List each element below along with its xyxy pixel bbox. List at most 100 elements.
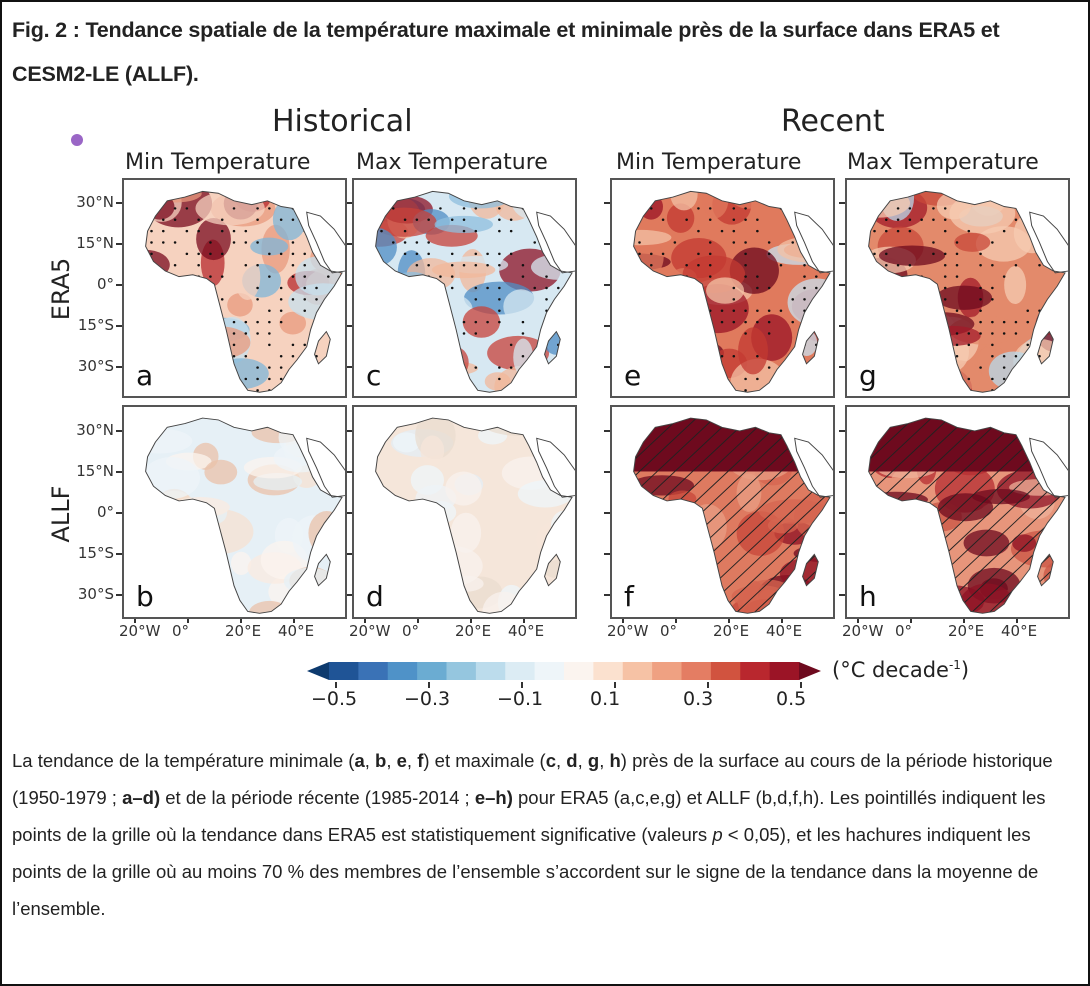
significance-dot: [415, 309, 419, 312]
lon-tick-mark: [523, 617, 525, 623]
significance-dot: [439, 286, 442, 290]
colorbar-tick-mark: [428, 682, 430, 688]
significance-dot: [650, 207, 653, 210]
madagascar-coastline: [1037, 330, 1054, 365]
lon-tick-label: 20°E: [455, 622, 492, 640]
significance-dot: [256, 286, 259, 290]
significance-dot: [498, 366, 501, 369]
significance-dot: [256, 264, 259, 267]
significance-dot: [908, 309, 912, 312]
trend-blob: [670, 191, 698, 211]
lon-tick-mark: [728, 617, 730, 623]
significance-dot: [220, 354, 224, 358]
significance-dot: [256, 332, 259, 335]
trend-blob: [172, 339, 227, 358]
significance-dot: [744, 252, 747, 256]
trend-blob: [706, 277, 745, 304]
significance-dot: [244, 354, 248, 358]
significance-dot: [896, 264, 900, 267]
significance-dot: [474, 366, 478, 369]
significance-dot: [708, 389, 712, 392]
lat-tick-mark: [346, 366, 352, 368]
colorbar-tick-label: 0.5: [776, 688, 807, 710]
trend-blob: [384, 271, 440, 321]
significance-dot: [991, 264, 994, 267]
significance-dot: [256, 377, 259, 381]
significance-dot: [650, 332, 653, 335]
colorbar-unit: (°C decade-1): [832, 658, 969, 682]
trend-blob: [633, 323, 678, 340]
significance-dot: [185, 343, 189, 347]
significance-dot: [462, 332, 466, 335]
trend-blob: [445, 471, 482, 506]
caption-sep: ,: [406, 750, 418, 771]
lon-tick-label: 40°E: [1001, 622, 1038, 640]
significance-dot: [462, 264, 466, 267]
agreement-hatch: [696, 418, 831, 614]
significance-dot: [268, 320, 271, 324]
significance-dot: [767, 309, 771, 312]
significance-dot: [173, 354, 177, 358]
trend-blob: [234, 254, 261, 301]
trend-blob: [516, 579, 573, 614]
significance-dot: [650, 366, 653, 369]
africa-map: [145, 417, 345, 614]
lat-tick-mark: [839, 471, 845, 473]
significance-dot: [803, 286, 806, 290]
lat-tick-mark: [116, 284, 122, 286]
significance-dot: [403, 241, 407, 244]
trend-blob: [1004, 265, 1027, 305]
significance-dot: [279, 389, 283, 392]
significance-dot: [979, 298, 982, 301]
lat-tick-label: 30°S: [77, 585, 114, 603]
lon-tick-mark: [417, 617, 419, 623]
significance-dot: [885, 264, 888, 267]
significance-dot: [873, 332, 876, 335]
significance-dot: [545, 229, 548, 233]
trend-blob: [634, 577, 683, 610]
significance-dot: [896, 298, 900, 301]
map-panel-c: c: [352, 178, 577, 398]
significance-dot: [450, 252, 454, 256]
significance-dot: [291, 275, 295, 278]
significance-dot: [427, 354, 430, 358]
significance-dot: [1014, 264, 1018, 267]
significance-dot: [220, 377, 224, 381]
agreement-hatch: [633, 418, 691, 614]
trend-blob: [633, 349, 704, 367]
significance-dot: [303, 298, 307, 301]
significance-dot: [150, 286, 153, 290]
significance-dot: [279, 354, 283, 358]
caption-bold: b: [375, 750, 387, 771]
significance-dot: [756, 286, 759, 290]
significance-dot: [209, 366, 212, 369]
colorbar: [307, 662, 821, 680]
significance-dot: [256, 218, 259, 222]
significance-dot: [1014, 218, 1018, 222]
significance-dot: [403, 218, 407, 222]
map-panel-b: b: [122, 405, 347, 619]
significance-dot: [173, 377, 177, 381]
significance-dot: [197, 218, 200, 222]
significance-dot: [509, 343, 513, 347]
significance-dot: [232, 389, 236, 392]
significance-dot: [209, 275, 212, 278]
trend-blob: [424, 544, 447, 560]
significance-dot: [955, 241, 959, 244]
significance-dot: [732, 309, 736, 312]
significance-dot: [638, 309, 641, 312]
significance-dot: [474, 332, 478, 335]
significance-dot: [450, 218, 454, 222]
lat-tick-mark: [116, 243, 122, 245]
significance-dot: [509, 366, 513, 369]
significance-dot: [521, 377, 525, 381]
trend-blob: [279, 311, 307, 335]
trend-blob: [530, 595, 571, 614]
significance-dot: [380, 286, 383, 290]
significance-dot: [462, 229, 466, 233]
trend-blob: [484, 418, 556, 436]
caption-bold: h: [609, 750, 621, 771]
significance-dot: [291, 354, 295, 358]
caption-sep: ,: [599, 750, 610, 771]
significance-dot: [873, 298, 876, 301]
